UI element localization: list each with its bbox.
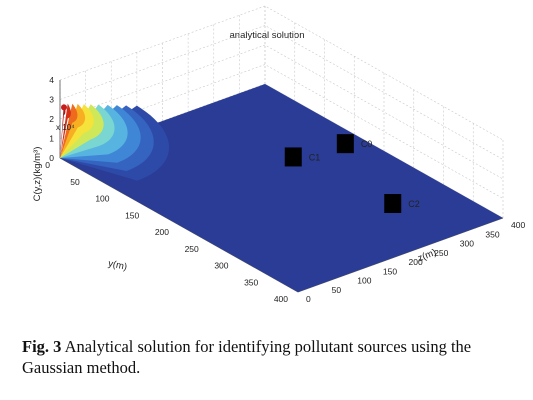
z-exponent-label: x 10⁴	[56, 123, 75, 132]
x-tick-label: 150	[125, 210, 139, 220]
plume-contour	[60, 103, 86, 158]
grid-line	[59, 44, 504, 180]
source-marker-label: C1	[309, 152, 321, 162]
plume-contour	[60, 104, 94, 158]
source-marker	[336, 134, 354, 154]
x-tick-label: 400	[274, 294, 288, 304]
grid-line	[59, 5, 504, 141]
y-tick-label: 50	[332, 285, 342, 295]
caption-text: Analytical solution for identifying poll…	[22, 337, 472, 377]
y-tick-label: 350	[485, 229, 499, 239]
x-tick-label: 300	[214, 261, 228, 271]
caption-label: Fig. 3	[22, 337, 62, 356]
surface	[60, 84, 503, 292]
figure-caption: Fig. 3 Analytical solution for identifyi…	[22, 336, 522, 378]
source-marker	[384, 194, 402, 213]
z-tick-label: 1	[49, 134, 54, 144]
y-tick-label: 100	[357, 276, 371, 286]
z-axis-label: C(y,z)(kg/m³)	[32, 147, 43, 202]
x-axis-label: y(m)	[107, 258, 128, 273]
y-axis-label: z(m)	[416, 247, 438, 264]
y-tick-label: 300	[460, 239, 474, 249]
z-tick-label: 3	[49, 95, 54, 105]
y-tick-label: 400	[511, 220, 525, 230]
x-tick-label: 50	[70, 177, 80, 187]
grid-line	[59, 25, 504, 160]
z-tick-label: 2	[49, 114, 54, 124]
source-marker-label: C0	[361, 139, 373, 149]
surface-plane	[60, 84, 503, 292]
tick-labels: 0 50 100 150 200 250 300 350 400 0 50 100 150 200 250 3…	[45, 75, 525, 304]
chart-title: analytical solution	[230, 30, 305, 41]
z-tick-label: 0	[49, 153, 54, 163]
z-tick-label: 4	[49, 75, 54, 85]
x-tick-label: 100	[95, 194, 109, 204]
plume-peak	[61, 104, 67, 111]
y-tick-label: 200	[409, 257, 423, 267]
y-tick-label: 0	[306, 294, 311, 304]
plume-contour	[60, 103, 71, 158]
y-tick-label: 150	[383, 266, 397, 276]
x-tick-label: 350	[244, 277, 258, 287]
markers: C1 C0 C2	[284, 134, 420, 213]
x-tick-label: 250	[185, 244, 199, 254]
y-tick-label: 250	[434, 248, 448, 258]
source-marker-label: C2	[408, 199, 420, 209]
x-tick-label: 200	[155, 227, 169, 237]
plume-contour	[60, 103, 78, 158]
x-tick-label: 0	[45, 160, 50, 170]
source-marker	[284, 147, 302, 167]
